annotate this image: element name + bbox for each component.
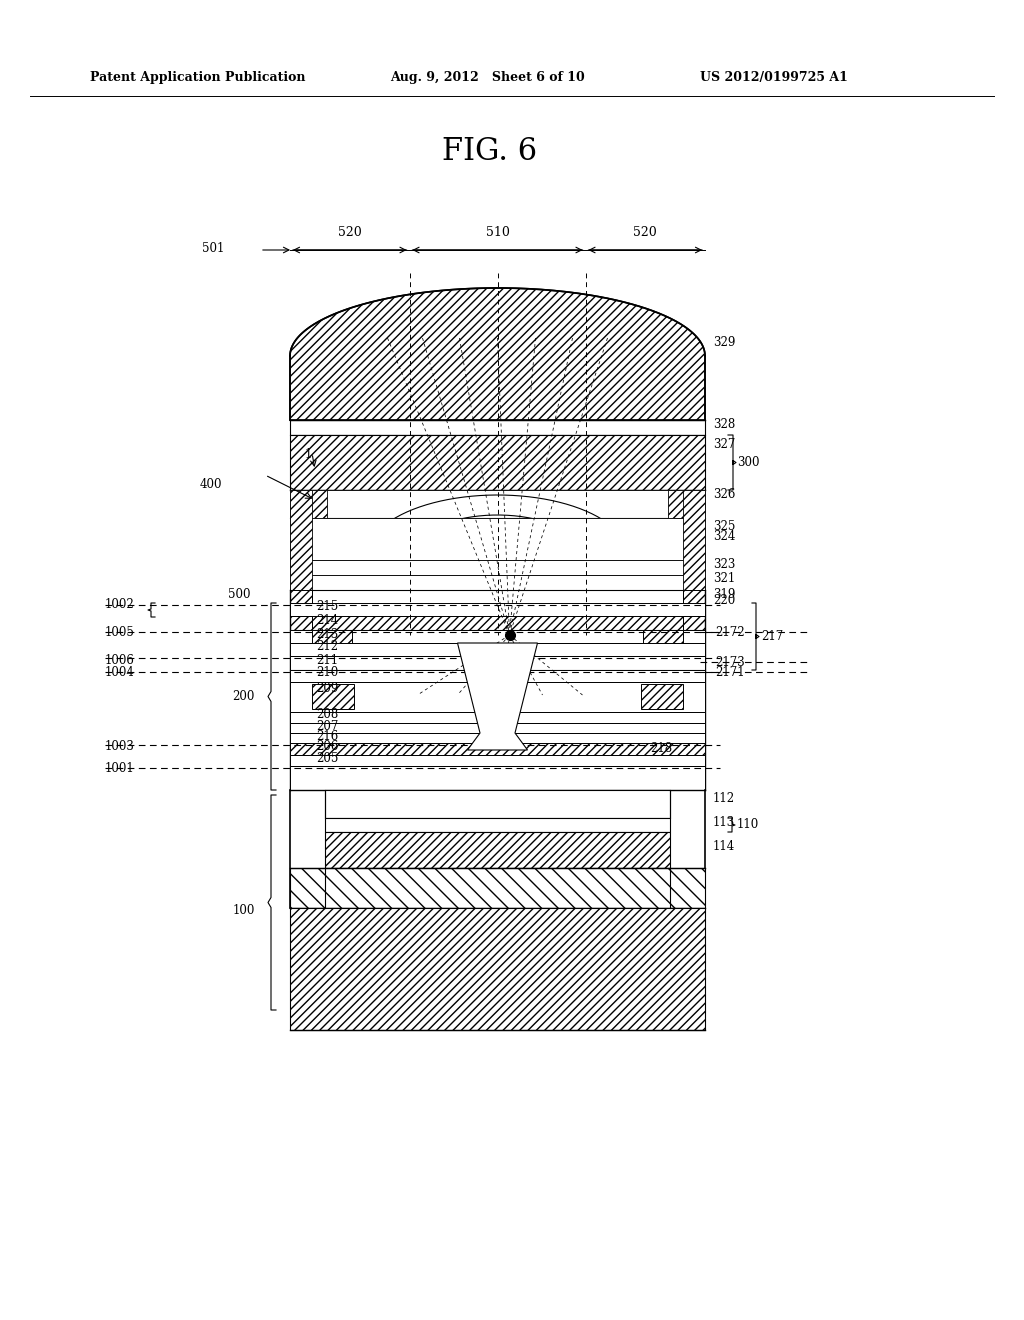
Bar [312, 616, 683, 630]
Text: 200: 200 [232, 689, 255, 702]
Bar [290, 630, 705, 643]
Text: 2171: 2171 [715, 665, 744, 678]
Text: 210: 210 [316, 667, 338, 680]
Text: 207: 207 [316, 719, 338, 733]
Text: 2173: 2173 [715, 656, 744, 668]
Text: 212: 212 [316, 640, 338, 653]
Text: 1: 1 [305, 449, 312, 462]
Text: 1005: 1005 [105, 626, 135, 639]
Bar [290, 643, 705, 656]
Bar [290, 590, 312, 789]
Bar [290, 576, 705, 590]
Text: 112: 112 [713, 792, 735, 804]
Text: 1003: 1003 [105, 739, 135, 752]
Bar [290, 869, 705, 908]
Bar [290, 560, 705, 576]
Polygon shape [458, 643, 538, 750]
Text: 328: 328 [713, 417, 735, 430]
Text: 326: 326 [713, 487, 735, 500]
Bar [683, 590, 705, 789]
Text: 211: 211 [316, 653, 338, 667]
Bar [290, 490, 312, 590]
Text: 220: 220 [713, 594, 735, 607]
Bar [290, 490, 327, 517]
Text: 110: 110 [737, 818, 759, 832]
Text: 1001: 1001 [105, 763, 135, 776]
Text: 2172: 2172 [715, 626, 744, 639]
Text: 500: 500 [228, 589, 251, 602]
Text: 319: 319 [713, 587, 735, 601]
Text: 217: 217 [761, 630, 783, 643]
Text: 209: 209 [316, 681, 338, 694]
Bar [312, 684, 354, 709]
Bar [290, 656, 705, 671]
Text: 501: 501 [202, 243, 224, 256]
Bar [683, 490, 705, 590]
Text: 214: 214 [316, 614, 338, 627]
Bar [290, 603, 705, 616]
Bar [290, 766, 705, 789]
Bar [290, 743, 705, 755]
Text: FIG. 6: FIG. 6 [442, 136, 538, 168]
Bar [290, 723, 705, 733]
Text: 520: 520 [634, 226, 657, 239]
Bar [325, 789, 670, 818]
Text: 205: 205 [316, 751, 338, 764]
Text: Aug. 9, 2012   Sheet 6 of 10: Aug. 9, 2012 Sheet 6 of 10 [390, 71, 585, 84]
Bar [290, 733, 705, 743]
Text: 215: 215 [316, 601, 338, 614]
Text: 510: 510 [485, 226, 509, 239]
Text: Patent Application Publication: Patent Application Publication [90, 71, 305, 84]
Bar [325, 818, 670, 832]
Text: 321: 321 [713, 573, 735, 586]
Bar [290, 711, 705, 723]
Text: 216: 216 [316, 730, 338, 742]
Text: 520: 520 [338, 226, 361, 239]
Bar [290, 420, 705, 436]
Text: 300: 300 [737, 455, 760, 469]
Text: US 2012/0199725 A1: US 2012/0199725 A1 [700, 71, 848, 84]
Text: 327: 327 [713, 438, 735, 451]
Text: 113: 113 [713, 817, 735, 829]
Polygon shape [290, 288, 705, 420]
Bar [290, 517, 705, 560]
Bar [290, 490, 705, 517]
Text: 1006: 1006 [105, 653, 135, 667]
Text: 323: 323 [713, 557, 735, 570]
Text: 329: 329 [713, 337, 735, 350]
Bar [290, 671, 705, 682]
Text: 1004: 1004 [105, 665, 135, 678]
Text: 218: 218 [650, 742, 672, 755]
Bar [325, 832, 670, 869]
Text: 208: 208 [316, 709, 338, 722]
Bar [643, 630, 683, 656]
Bar [290, 682, 705, 711]
Text: 400: 400 [200, 479, 222, 491]
Bar [641, 684, 683, 709]
Text: 206: 206 [316, 739, 338, 752]
Text: 100: 100 [232, 903, 255, 916]
Text: 213: 213 [316, 627, 338, 640]
Bar [312, 630, 352, 656]
Bar [290, 908, 705, 1030]
Text: 114: 114 [713, 841, 735, 854]
Bar [668, 490, 705, 517]
Text: 1002: 1002 [105, 598, 135, 611]
Text: 324: 324 [713, 529, 735, 543]
Bar [290, 436, 705, 490]
Text: 325: 325 [713, 520, 735, 532]
Bar [290, 755, 705, 766]
